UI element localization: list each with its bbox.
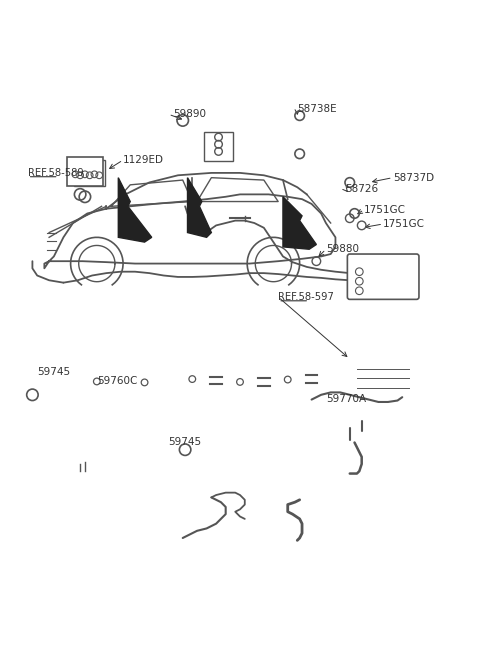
Text: 58726: 58726 xyxy=(345,184,378,194)
Text: 1751GC: 1751GC xyxy=(364,205,406,215)
Text: 59770A: 59770A xyxy=(326,394,366,403)
Text: REF.58-597: REF.58-597 xyxy=(278,292,334,302)
Polygon shape xyxy=(118,178,152,242)
FancyBboxPatch shape xyxy=(74,159,106,186)
Polygon shape xyxy=(188,178,211,237)
Text: 59745: 59745 xyxy=(37,367,70,377)
FancyBboxPatch shape xyxy=(348,254,419,299)
Text: 59890: 59890 xyxy=(173,109,206,119)
Text: 1751GC: 1751GC xyxy=(383,219,425,229)
Text: 59760C: 59760C xyxy=(97,377,137,386)
Text: 58737D: 58737D xyxy=(393,173,434,182)
FancyBboxPatch shape xyxy=(67,157,103,186)
Text: 1129ED: 1129ED xyxy=(123,155,164,165)
FancyBboxPatch shape xyxy=(204,133,233,161)
Text: 59880: 59880 xyxy=(326,244,359,255)
Polygon shape xyxy=(283,197,316,249)
Text: REF.58-589: REF.58-589 xyxy=(28,168,84,178)
Text: 58738E: 58738E xyxy=(297,104,337,114)
Text: 59745: 59745 xyxy=(168,437,202,447)
